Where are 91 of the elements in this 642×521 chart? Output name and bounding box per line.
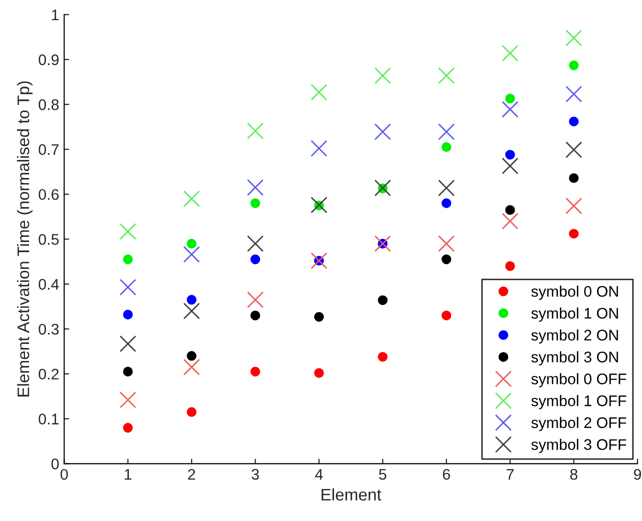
y-tick-label: 0.6 xyxy=(38,189,59,200)
point xyxy=(186,238,196,248)
point xyxy=(186,294,196,305)
point xyxy=(565,30,582,46)
legend-label: symbol 1 ON xyxy=(531,307,618,322)
point xyxy=(374,123,392,140)
point xyxy=(568,228,579,239)
legend-label: symbol 3 ON xyxy=(531,351,618,366)
x-tick-label: 4 xyxy=(315,469,323,480)
legend-label: symbol 2 ON xyxy=(531,329,618,344)
point xyxy=(314,312,324,322)
y-tick-label: 1 xyxy=(52,10,59,20)
point xyxy=(183,358,200,376)
point xyxy=(378,295,388,306)
point xyxy=(183,246,200,263)
point xyxy=(442,198,452,208)
point xyxy=(442,310,452,320)
point xyxy=(374,180,392,196)
x-tick-label: 1 xyxy=(124,469,132,480)
x-tick-label: 3 xyxy=(252,468,259,480)
point xyxy=(438,67,455,84)
point xyxy=(310,140,328,157)
point xyxy=(250,254,260,264)
point xyxy=(246,122,264,140)
y-tick-label: 0.5 xyxy=(38,234,59,245)
legend-label: symbol 3 OFF xyxy=(531,438,626,453)
legend-label: symbol 0 ON xyxy=(531,286,618,300)
point xyxy=(310,196,328,214)
point xyxy=(120,278,136,296)
y-tick-label: 0.4 xyxy=(38,278,59,290)
point xyxy=(246,291,264,308)
point xyxy=(120,335,136,352)
point xyxy=(250,366,260,376)
legend-label: symbol 2 OFF xyxy=(531,416,626,432)
point xyxy=(246,179,264,196)
point xyxy=(250,310,260,320)
point xyxy=(505,205,515,215)
x-tick-label: 7 xyxy=(506,469,514,480)
point xyxy=(186,351,196,361)
point xyxy=(502,158,518,174)
y-tick-label: 0.3 xyxy=(38,324,59,335)
point xyxy=(123,310,133,320)
point xyxy=(505,150,515,160)
point xyxy=(378,352,388,362)
point xyxy=(568,116,579,126)
point xyxy=(374,235,392,252)
point xyxy=(120,223,136,240)
legend-label: symbol 0 OFF xyxy=(531,373,626,388)
point xyxy=(565,141,582,158)
x-tick-label: 9 xyxy=(634,468,642,480)
x-tick-label: 2 xyxy=(188,468,196,480)
y-tick-label: 0 xyxy=(51,458,59,470)
point xyxy=(442,142,452,152)
x-tick-label: 0 xyxy=(60,468,68,480)
point xyxy=(502,212,518,230)
y-tick-label: 0.1 xyxy=(38,414,59,424)
point xyxy=(502,101,518,118)
point xyxy=(505,94,515,104)
point xyxy=(186,407,196,417)
point xyxy=(568,173,579,183)
legend-label: symbol 1 OFF xyxy=(531,394,626,410)
point xyxy=(438,123,455,140)
point xyxy=(438,235,455,252)
point xyxy=(123,254,133,264)
y-axis-title: Element Activation Time (normalised to Tp) xyxy=(17,81,33,396)
point xyxy=(123,422,133,433)
point xyxy=(314,368,324,378)
point xyxy=(374,67,392,84)
point xyxy=(442,254,452,264)
point xyxy=(250,198,260,208)
point xyxy=(505,261,515,271)
point xyxy=(123,366,133,376)
point xyxy=(438,180,455,196)
x-axis-title: Element xyxy=(322,488,382,501)
point xyxy=(565,86,582,102)
y-tick-label: 0.8 xyxy=(38,99,59,110)
point xyxy=(568,60,579,70)
point xyxy=(246,235,264,252)
point xyxy=(183,302,200,320)
x-tick-label: 6 xyxy=(442,468,450,480)
point xyxy=(565,198,582,214)
point xyxy=(183,190,200,208)
y-tick-label: 0.2 xyxy=(38,368,59,380)
y-tick-label: 0.7 xyxy=(38,144,59,156)
point xyxy=(310,84,328,101)
y-tick-label: 0.9 xyxy=(38,54,59,66)
point xyxy=(120,392,136,408)
x-tick-label: 5 xyxy=(379,469,386,480)
point xyxy=(502,44,518,62)
point xyxy=(310,252,328,270)
x-tick-label: 8 xyxy=(570,468,578,480)
